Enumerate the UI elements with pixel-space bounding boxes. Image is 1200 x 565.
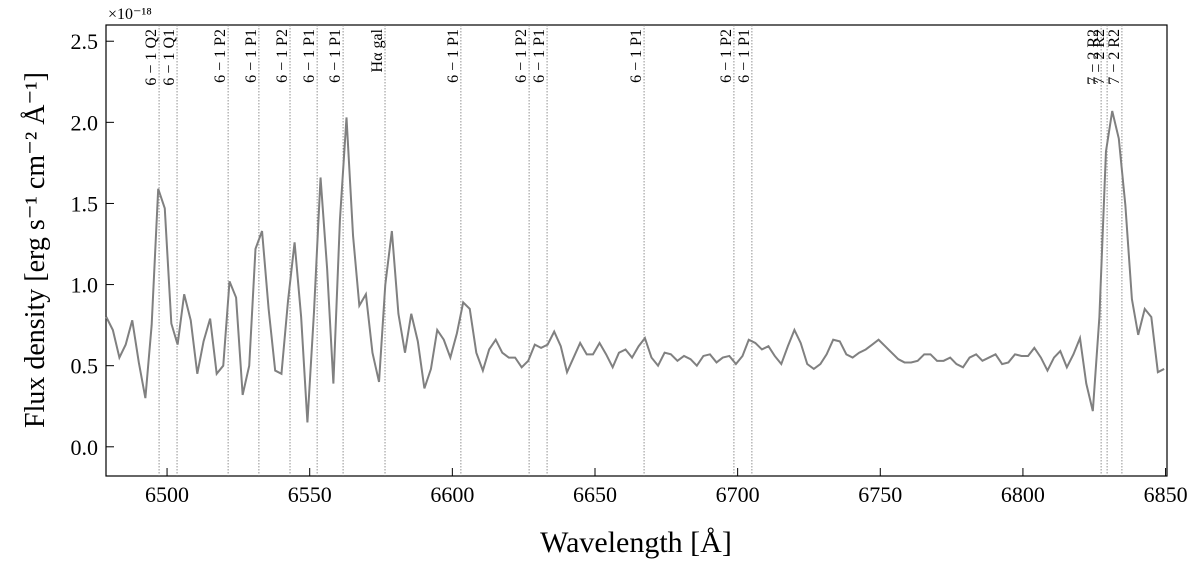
line-marker-label: 6 − 1 P1 — [243, 29, 260, 83]
line-marker-label: 6 − 1 P2 — [212, 29, 229, 83]
x-axis-title: Wavelength [Å] — [540, 526, 732, 559]
y-tick-label: 1.5 — [71, 191, 99, 216]
x-tick-label: 6550 — [288, 482, 332, 507]
y-offset-label: ×10⁻¹⁸ — [108, 6, 152, 23]
line-marker-label: 6 − 1 P1 — [327, 29, 344, 83]
line-marker-label: 6 − 1 Q1 — [161, 29, 178, 86]
line-marker-label: 6 − 1 P1 — [445, 29, 462, 83]
y-tick-label: 1.0 — [71, 273, 99, 298]
x-tick-label: 6600 — [430, 482, 474, 507]
line-marker-label: 6 − 1 P2 — [274, 29, 291, 83]
y-tick-label: 0.5 — [71, 354, 99, 379]
spectrum-line — [105, 110, 1165, 423]
plot-frame — [105, 24, 1168, 477]
x-tick-label: 6850 — [1144, 482, 1188, 507]
line-marker-label: 6 − 1 P1 — [628, 29, 645, 83]
y-tick-label: 2.5 — [71, 29, 99, 54]
line-marker-label: 6 − 1 P1 — [301, 29, 318, 83]
y-tick-label: 2.0 — [71, 110, 99, 135]
line-marker-label: 7 − 2 R2 — [1106, 29, 1123, 85]
line-marker-label: 7 − 2 R2 — [1091, 29, 1108, 85]
x-tick-label: 6800 — [1001, 482, 1045, 507]
x-tick-label: 6750 — [858, 482, 902, 507]
x-tick-label: 6500 — [145, 482, 189, 507]
y-axis-title: Flux density [erg s⁻¹ cm⁻² Å⁻¹] — [20, 72, 51, 428]
x-tick-label: 6700 — [716, 482, 760, 507]
line-marker-label: 6 − 1 P2 — [513, 29, 530, 83]
y-tick-label: 0.0 — [71, 435, 99, 460]
line-marker-label: 7 − 2 R2 — [1085, 29, 1102, 85]
line-marker-label: 6 − 1 P1 — [736, 29, 753, 83]
line-marker-label: 6 − 1 Q2 — [143, 29, 160, 86]
line-marker-label: 6 − 1 P1 — [531, 29, 548, 83]
line-marker-label: Hα gal — [369, 28, 386, 72]
line-marker-label: 6 − 1 P2 — [718, 29, 735, 83]
x-tick-label: 6650 — [573, 482, 617, 507]
